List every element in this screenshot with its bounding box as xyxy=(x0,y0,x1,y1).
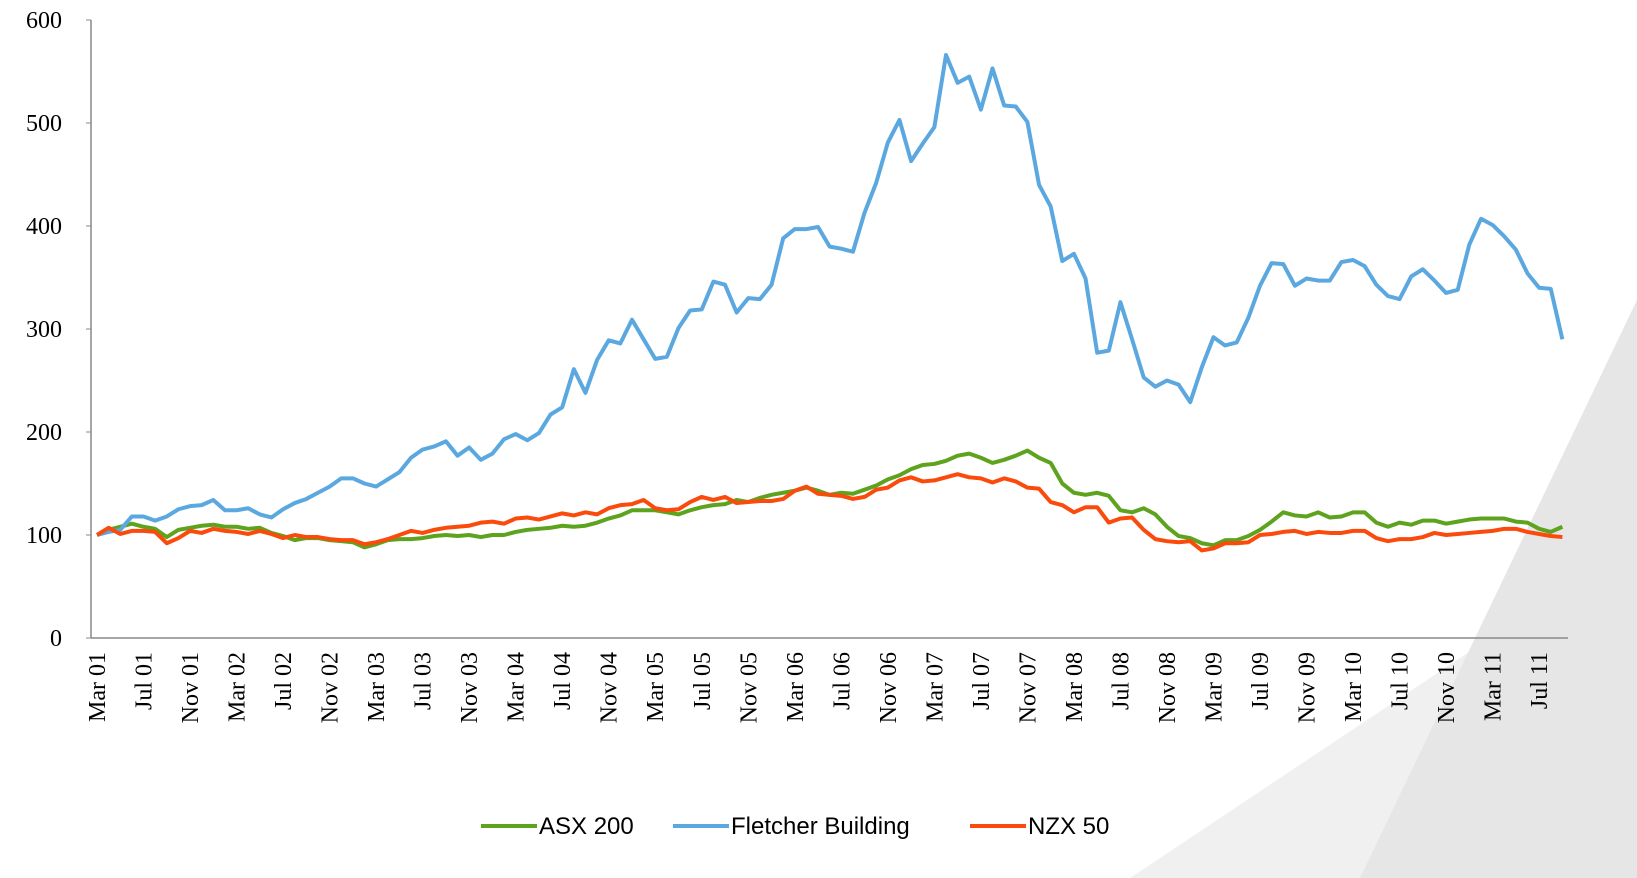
x-tick-label: Mar 05 xyxy=(643,652,669,722)
y-tick-label: 500 xyxy=(26,111,62,137)
x-tick-label: Mar 03 xyxy=(364,652,390,722)
x-tick-label: Mar 07 xyxy=(922,652,948,722)
y-tick-label: 200 xyxy=(26,420,62,446)
x-tick-label: Mar 08 xyxy=(1062,652,1088,722)
x-tick-label: Nov 07 xyxy=(1015,652,1041,723)
x-tick-label: Jul 08 xyxy=(1108,652,1134,710)
x-tick-label: Nov 06 xyxy=(876,652,902,723)
background-shape xyxy=(1360,300,1637,878)
y-tick-label: 400 xyxy=(26,214,62,240)
x-tick-label: Mar 06 xyxy=(783,652,809,722)
x-tick-label: Jul 09 xyxy=(1248,652,1274,710)
x-tick-label: Jul 05 xyxy=(690,652,716,710)
series-line xyxy=(95,472,1563,553)
legend-label: ASX 200 xyxy=(539,813,634,840)
x-tick-label: Nov 09 xyxy=(1295,652,1321,723)
x-tick-label: Jul 02 xyxy=(271,652,297,710)
x-tick-label: Jul 04 xyxy=(550,652,576,710)
x-tick-label: Jul 10 xyxy=(1388,652,1414,710)
legend-label: NZX 50 xyxy=(1028,813,1109,840)
x-tick-label: Nov 03 xyxy=(457,652,483,723)
x-tick-label: Nov 08 xyxy=(1155,652,1181,723)
x-tick-label: Nov 10 xyxy=(1434,652,1460,723)
x-tick-label: Jul 11 xyxy=(1527,652,1553,709)
y-tick-label: 100 xyxy=(26,523,62,549)
x-tick-label: Mar 04 xyxy=(504,652,530,722)
x-tick-label: Nov 01 xyxy=(178,652,204,723)
y-tick-label: 0 xyxy=(50,626,62,652)
x-tick-label: Jul 03 xyxy=(411,652,437,710)
legend-label: Fletcher Building xyxy=(731,813,910,840)
x-tick-label: Mar 09 xyxy=(1201,652,1227,722)
x-tick-label: Nov 05 xyxy=(736,652,762,723)
x-tick-label: Mar 11 xyxy=(1481,652,1507,721)
x-tick-label: Jul 07 xyxy=(969,652,995,710)
x-tick-label: Mar 10 xyxy=(1341,652,1367,722)
x-tick-label: Nov 04 xyxy=(597,652,623,723)
x-tick-label: Nov 02 xyxy=(318,652,344,723)
y-tick-label: 600 xyxy=(26,8,62,34)
series-line xyxy=(96,53,1565,537)
x-tick-label: Mar 01 xyxy=(85,652,111,722)
x-tick-label: Jul 06 xyxy=(829,652,855,710)
y-tick-label: 300 xyxy=(26,317,62,343)
x-tick-label: Jul 01 xyxy=(132,652,158,710)
x-tick-label: Mar 02 xyxy=(225,652,251,722)
